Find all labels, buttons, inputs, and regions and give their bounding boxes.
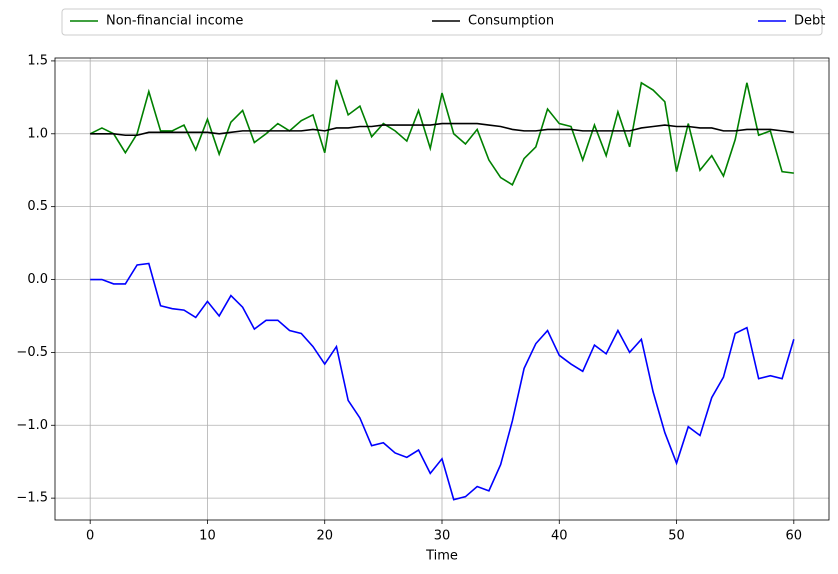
y-tick-label: −0.5	[16, 345, 48, 360]
y-tick-label: −1.5	[16, 491, 48, 506]
y-tick-label: 0.0	[27, 272, 48, 287]
x-tick-label: 10	[199, 529, 216, 544]
series-line	[90, 122, 794, 137]
legend-label: Consumption	[468, 14, 554, 29]
legend-box	[61, 8, 823, 36]
x-tick-label: 0	[86, 529, 94, 544]
x-tick-label: 40	[551, 529, 568, 544]
x-tick-label: 20	[316, 529, 333, 544]
y-tick-label: 0.5	[27, 199, 48, 214]
y-tick-label: 1.5	[27, 53, 48, 68]
legend-label: Non-financial income	[106, 14, 243, 29]
x-tick-label: 60	[786, 529, 803, 544]
x-axis-label: Time	[425, 549, 458, 564]
series-line	[90, 262, 795, 501]
x-tick-label: 30	[434, 529, 451, 544]
x-tick-label: 50	[668, 529, 685, 544]
y-tick-label: −1.0	[16, 418, 48, 433]
legend-label: Debt	[794, 14, 825, 29]
y-tick-label: 1.0	[27, 126, 48, 141]
series-line	[89, 79, 794, 186]
